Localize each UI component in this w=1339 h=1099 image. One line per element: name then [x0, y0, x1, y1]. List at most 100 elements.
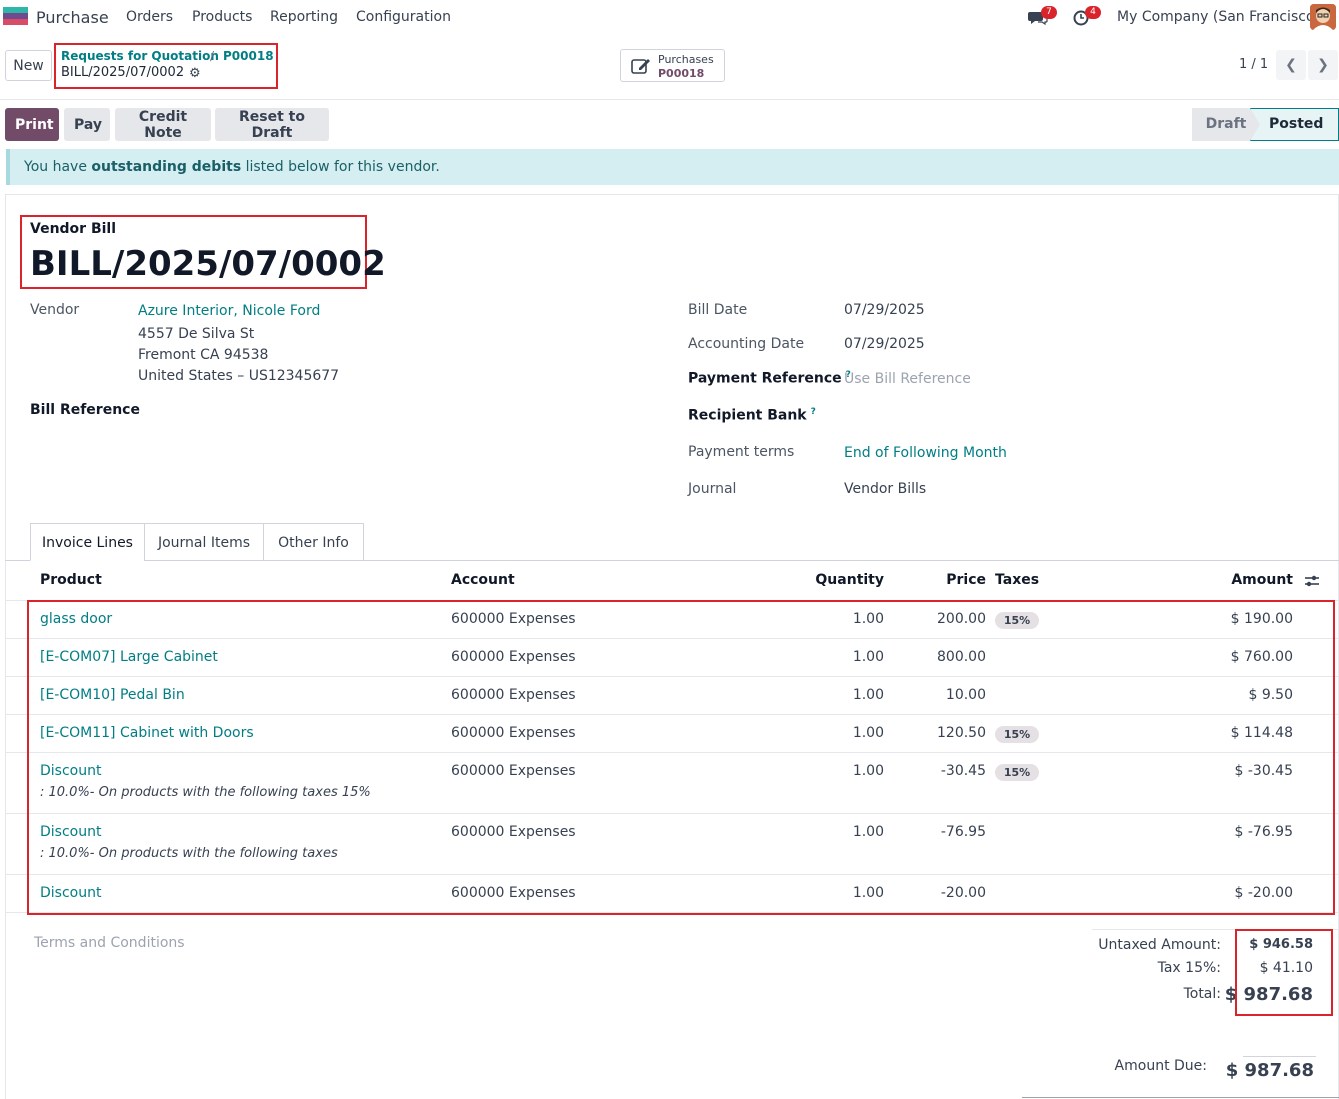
tab-journal-items[interactable]: Journal Items [144, 523, 264, 561]
column-product[interactable]: Product [40, 572, 102, 588]
credit-note-button[interactable]: Credit Note [115, 108, 211, 141]
row-divider [5, 638, 1339, 639]
payment-reference-label: Payment Reference? [688, 370, 851, 387]
line-product[interactable]: [E-COM07] Large Cabinet [40, 649, 218, 665]
column-quantity[interactable]: Quantity [815, 572, 884, 588]
line-amount: $ 760.00 [1230, 649, 1293, 665]
breadcrumb-rfq-link[interactable]: Requests for Quotation [61, 49, 219, 63]
status-bar: Draft Posted [1192, 108, 1339, 141]
line-quantity[interactable]: 1.00 [852, 611, 884, 627]
line-account[interactable]: 600000 Expenses [451, 725, 576, 741]
messages-button[interactable]: 7 [1026, 0, 1062, 36]
help-icon[interactable]: ? [810, 407, 816, 417]
title-highlight [20, 215, 367, 289]
new-button[interactable]: New [5, 50, 52, 81]
recipient-bank-field[interactable] [844, 403, 1324, 429]
avatar-icon [1310, 4, 1336, 30]
payment-terms-field[interactable]: End of Following Month [844, 445, 1007, 461]
tab-invoice-lines[interactable]: Invoice Lines [30, 523, 145, 561]
line-quantity[interactable]: 1.00 [852, 885, 884, 901]
line-price[interactable]: 200.00 [937, 611, 986, 627]
journal-field[interactable]: Vendor Bills [844, 481, 927, 497]
terms-and-conditions-field[interactable]: Terms and Conditions [34, 935, 185, 951]
activities-button[interactable]: 4 [1072, 0, 1104, 36]
reset-to-draft-button[interactable]: Reset to Draft [215, 108, 329, 141]
print-button[interactable]: Print [5, 108, 59, 141]
pager-previous-button[interactable]: ❮ [1276, 50, 1306, 80]
recipient-bank-label-text: Recipient Bank [688, 407, 807, 424]
line-quantity[interactable]: 1.00 [852, 824, 884, 840]
status-draft[interactable]: Draft [1192, 108, 1260, 141]
totals-highlight [1235, 929, 1333, 1016]
line-tax-badge[interactable]: 15% [995, 764, 1039, 781]
messages-badge: 7 [1041, 6, 1057, 19]
pay-button[interactable]: Pay [64, 108, 110, 141]
top-navbar: Purchase Orders Products Reporting Confi… [0, 0, 1339, 36]
pager-value[interactable]: 1 / 1 [1239, 57, 1269, 72]
line-account[interactable]: 600000 Expenses [451, 763, 576, 779]
status-posted[interactable]: Posted [1250, 108, 1339, 141]
line-tax-badge[interactable]: 15% [995, 726, 1039, 743]
line-account[interactable]: 600000 Expenses [451, 824, 576, 840]
line-product[interactable]: Discount [40, 824, 102, 840]
document-type: Vendor Bill [30, 221, 117, 237]
pager-next-button[interactable]: ❯ [1308, 50, 1338, 80]
bill-date-field[interactable]: 07/29/2025 [844, 302, 925, 318]
company-switcher[interactable]: My Company (San Francisco) [1117, 9, 1320, 25]
line-amount: $ 9.50 [1248, 687, 1293, 703]
line-amount: $ -30.45 [1234, 763, 1294, 779]
purchases-smart-button[interactable]: Purchases P00018 [620, 49, 725, 82]
column-amount[interactable]: Amount [1231, 572, 1293, 588]
line-quantity[interactable]: 1.00 [852, 687, 884, 703]
menu-reporting[interactable]: Reporting [270, 9, 339, 25]
menu-orders[interactable]: Orders [126, 9, 174, 25]
tab-other-info[interactable]: Other Info [263, 523, 364, 561]
line-quantity[interactable]: 1.00 [852, 725, 884, 741]
menu-configuration[interactable]: Configuration [356, 9, 451, 25]
column-taxes[interactable]: Taxes [995, 572, 1040, 588]
line-price[interactable]: 120.50 [937, 725, 986, 741]
line-quantity[interactable]: 1.00 [852, 649, 884, 665]
line-description: : 10.0%- On products with the following … [40, 846, 338, 861]
untaxed-amount-label: Untaxed Amount: [1098, 937, 1221, 953]
breadcrumb-po-link[interactable]: P00018 [223, 49, 274, 63]
recipient-bank-label: Recipient Bank? [688, 407, 816, 424]
column-account[interactable]: Account [451, 572, 515, 588]
line-price[interactable]: 800.00 [937, 649, 986, 665]
app-name[interactable]: Purchase [36, 8, 109, 27]
line-account[interactable]: 600000 Expenses [451, 687, 576, 703]
accounting-date-field[interactable]: 07/29/2025 [844, 336, 925, 352]
row-divider [5, 752, 1339, 753]
alert-link[interactable]: outstanding debits [91, 159, 242, 175]
line-product[interactable]: Discount [40, 885, 102, 901]
line-price[interactable]: -30.45 [940, 763, 986, 779]
line-price[interactable]: -76.95 [940, 824, 986, 840]
line-product[interactable]: [E-COM11] Cabinet with Doors [40, 725, 254, 741]
line-description: : 10.0%- On products with the following … [40, 785, 371, 800]
bottom-divider [1022, 1097, 1339, 1098]
breadcrumb-current: BILL/2025/07/0002 [61, 65, 185, 80]
help-icon[interactable]: ? [845, 370, 851, 380]
column-settings-icon[interactable] [1304, 574, 1320, 588]
user-avatar[interactable] [1310, 4, 1336, 30]
bill-reference-field[interactable] [138, 398, 628, 424]
payment-reference-field[interactable]: Use Bill Reference [844, 371, 971, 387]
line-price[interactable]: 10.00 [945, 687, 986, 703]
column-price[interactable]: Price [946, 572, 986, 588]
menu-products[interactable]: Products [192, 9, 253, 25]
tax-value: $ 41.10 [1259, 960, 1313, 976]
line-account[interactable]: 600000 Expenses [451, 885, 576, 901]
invoice-lines-highlight [27, 600, 1335, 915]
line-tax-badge[interactable]: 15% [995, 612, 1039, 629]
gear-icon[interactable]: ⚙ [189, 66, 201, 81]
alert-suffix: listed below for this vendor. [241, 159, 440, 175]
line-account[interactable]: 600000 Expenses [451, 611, 576, 627]
line-price[interactable]: -20.00 [940, 885, 986, 901]
line-product[interactable]: glass door [40, 611, 113, 627]
line-quantity[interactable]: 1.00 [852, 763, 884, 779]
line-account[interactable]: 600000 Expenses [451, 649, 576, 665]
vendor-field[interactable]: Azure Interior, Nicole Ford [138, 303, 321, 319]
line-product[interactable]: [E-COM10] Pedal Bin [40, 687, 185, 703]
line-product[interactable]: Discount [40, 763, 102, 779]
purchase-app-icon[interactable] [3, 7, 28, 27]
